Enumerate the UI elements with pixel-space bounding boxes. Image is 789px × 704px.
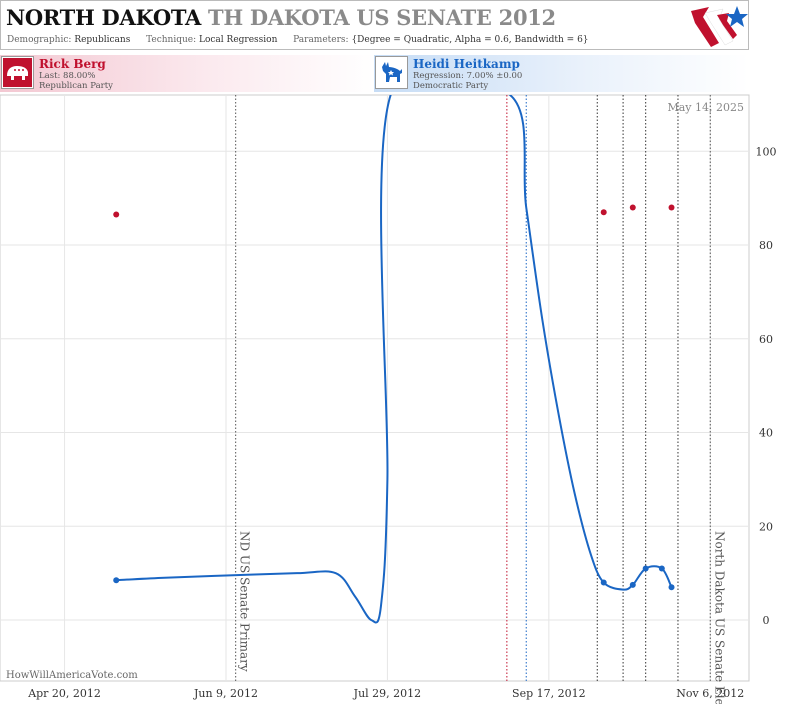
series-line-1	[116, 95, 673, 624]
candidate-stat-rep: Last: 88.00%	[39, 71, 96, 81]
chart-title: NORTH DAKOTA TH DAKOTA US SENATE 2012	[6, 5, 556, 30]
data-point-series-0	[629, 204, 636, 211]
candidate-name-dem: Heidi Heitkamp	[413, 57, 520, 71]
title-state: NORTH DAKOTA	[6, 5, 202, 30]
chart-date-label: May 14, 2025	[667, 101, 744, 114]
x-tick-label: Apr 20, 2012	[27, 687, 101, 700]
data-point-series-0	[668, 204, 675, 211]
technique-value: Local Regression	[199, 35, 278, 45]
data-point-series-1	[600, 579, 607, 586]
demographic-label: Demographic:	[7, 35, 72, 45]
data-point-series-0	[600, 209, 607, 216]
candidate-party-dem: Democratic Party	[413, 81, 489, 91]
y-tick-label: 20	[759, 520, 773, 533]
data-point-series-1	[642, 565, 649, 572]
x-tick-label: Jun 9, 2012	[193, 687, 258, 700]
candidate-card-dem: Heidi Heitkamp Regression: 7.00% ±0.00 D…	[374, 55, 749, 92]
candidate-party-rep: Republican Party	[39, 81, 113, 91]
data-point-series-0	[113, 211, 120, 218]
y-tick-label: 60	[759, 333, 773, 346]
x-tick-label: Sep 17, 2012	[512, 687, 586, 700]
x-tick-label: Nov 6, 2012	[676, 687, 744, 700]
event-label: ND US Senate Primary	[238, 531, 252, 672]
data-point-series-1	[658, 565, 665, 572]
donkey-icon	[375, 56, 408, 89]
event-label: North Dakota US Senate Election	[712, 531, 726, 704]
candidate-card-rep: Rick Berg Last: 88.00% Republican Party	[0, 55, 374, 92]
x-tick-label: Jul 29, 2012	[353, 687, 422, 700]
chart-header: NORTH DAKOTA TH DAKOTA US SENATE 2012 De…	[0, 0, 749, 50]
technique-label: Technique:	[146, 35, 197, 45]
elephant-icon	[1, 56, 34, 89]
parameters-value: {Degree = Quadratic, Alpha = 0.6, Bandwi…	[351, 35, 589, 45]
candidate-stat-dem: Regression: 7.00% ±0.00	[413, 71, 523, 81]
data-point-series-1	[668, 584, 675, 591]
parameters-label: Parameters:	[293, 35, 349, 45]
candidate-name-rep: Rick Berg	[39, 57, 106, 71]
candidate-bar: Rick Berg Last: 88.00% Republican Party …	[0, 55, 749, 92]
y-tick-label: 80	[759, 239, 773, 252]
y-tick-label: 100	[756, 145, 777, 158]
y-tick-label: 0	[763, 614, 770, 627]
chart-parameters-line: Demographic: Republicans Technique: Loca…	[7, 35, 589, 45]
site-logo-icon	[691, 6, 748, 47]
demographic-value: Republicans	[74, 35, 131, 45]
y-tick-label: 40	[759, 427, 773, 440]
title-race: TH DAKOTA US SENATE 2012	[208, 5, 556, 30]
data-point-series-1	[629, 581, 636, 588]
chart-watermark: HowWillAmericaVote.com	[6, 670, 138, 681]
data-point-series-1	[113, 577, 120, 584]
